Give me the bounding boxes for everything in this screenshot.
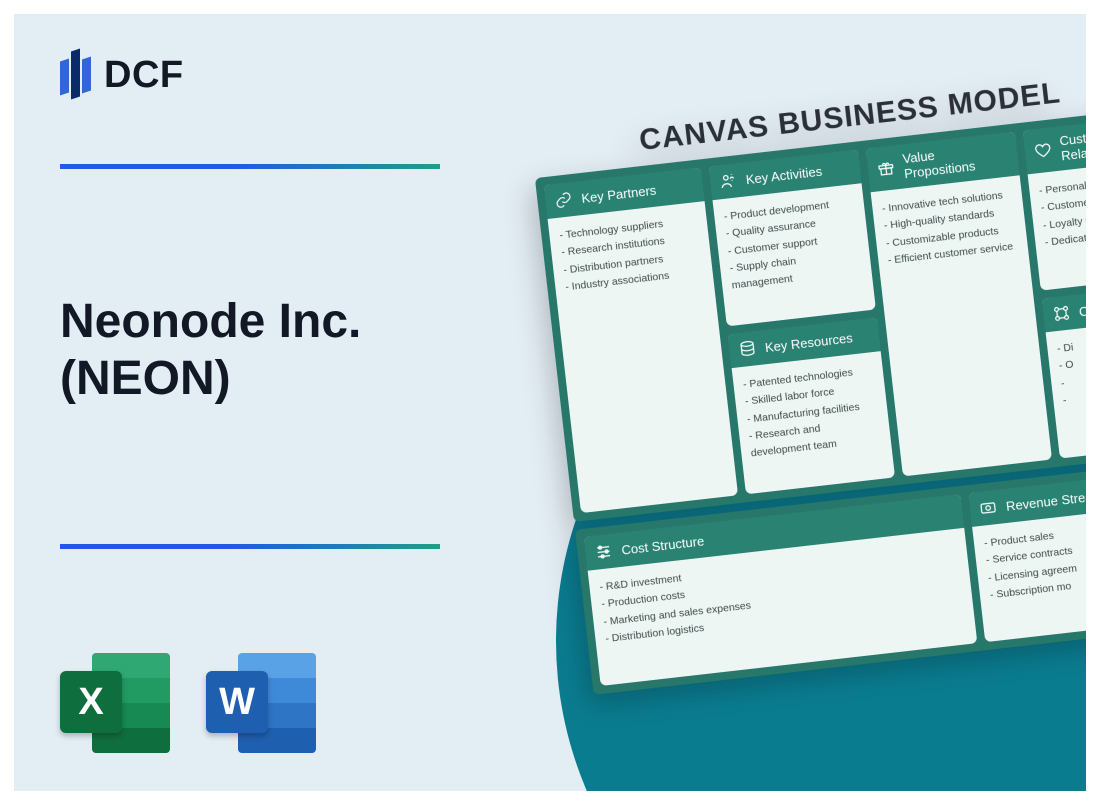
panel-key-partners: Key Partners Technology suppliersResearc… (544, 167, 738, 513)
panel-key-resources: Key Resources Patented technologiesSkill… (727, 317, 894, 494)
page-title: Neonode Inc. (NEON) (60, 294, 480, 407)
panel-value-propositions: Value Propositions Innovative tech solut… (865, 132, 1051, 477)
dcf-logo: DCF (60, 48, 184, 102)
word-badge: W (206, 671, 268, 733)
panel-label: Key Resources (764, 330, 853, 355)
panel-label: Customer Relationships (1059, 123, 1086, 164)
list-item: Di (1056, 327, 1086, 358)
card: DCF Neonode Inc. (NEON) X W CANVAS BUSIN… (14, 14, 1086, 791)
money-icon (977, 497, 999, 519)
gift-icon (874, 157, 896, 179)
sliders-icon (593, 541, 615, 563)
canvas-grid: Key Partners Technology suppliersResearc… (535, 106, 1086, 522)
panel-cost-structure: Cost Structure R&D investmentProduction … (584, 494, 978, 686)
link-icon (552, 189, 574, 211)
dcf-logo-mark (60, 48, 94, 102)
panel-items: Innovative tech solutionsHigh-quality st… (870, 175, 1030, 285)
app-icons: X W (60, 653, 316, 753)
panel-items: PersonalizedCustomerLoyalty pDedicat (1027, 158, 1086, 267)
frame: DCF Neonode Inc. (NEON) X W CANVAS BUSIN… (0, 0, 1100, 805)
heart-icon (1031, 139, 1053, 161)
database-icon (736, 338, 758, 360)
panel-label: Revenue Streams (1005, 487, 1086, 514)
panel-key-activities: Key Activities Product developmentQualit… (708, 150, 875, 327)
panel-label: Key Activities (745, 163, 823, 187)
divider-bottom (60, 544, 440, 549)
panel-items: Product developmentQuality assuranceCust… (712, 183, 874, 310)
panel-items: DiO (1045, 316, 1086, 425)
activity-icon (717, 170, 739, 192)
excel-badge: X (60, 671, 122, 733)
dcf-logo-text: DCF (104, 54, 184, 97)
panel-items: Patented technologiesSkilled labor force… (731, 351, 893, 478)
divider-top (60, 164, 440, 169)
panel-label: Cost Structure (621, 533, 705, 557)
panel-label: Channels (1078, 298, 1086, 319)
panel-customer-relationships: Customer Relationships PersonalizedCusto… (1022, 115, 1086, 291)
panel-label: Value Propositions (902, 140, 1009, 182)
panel-items: Technology suppliersResearch institution… (548, 201, 715, 311)
excel-icon: X (60, 653, 170, 753)
word-icon: W (206, 653, 316, 753)
panel-label: Key Partners (581, 182, 657, 205)
panel-revenue-streams: Revenue Streams Product salesService con… (968, 466, 1086, 642)
canvas-mock: CANVAS BUSINESS MODEL Key Partners Techn… (530, 64, 1086, 695)
network-icon (1050, 302, 1072, 324)
